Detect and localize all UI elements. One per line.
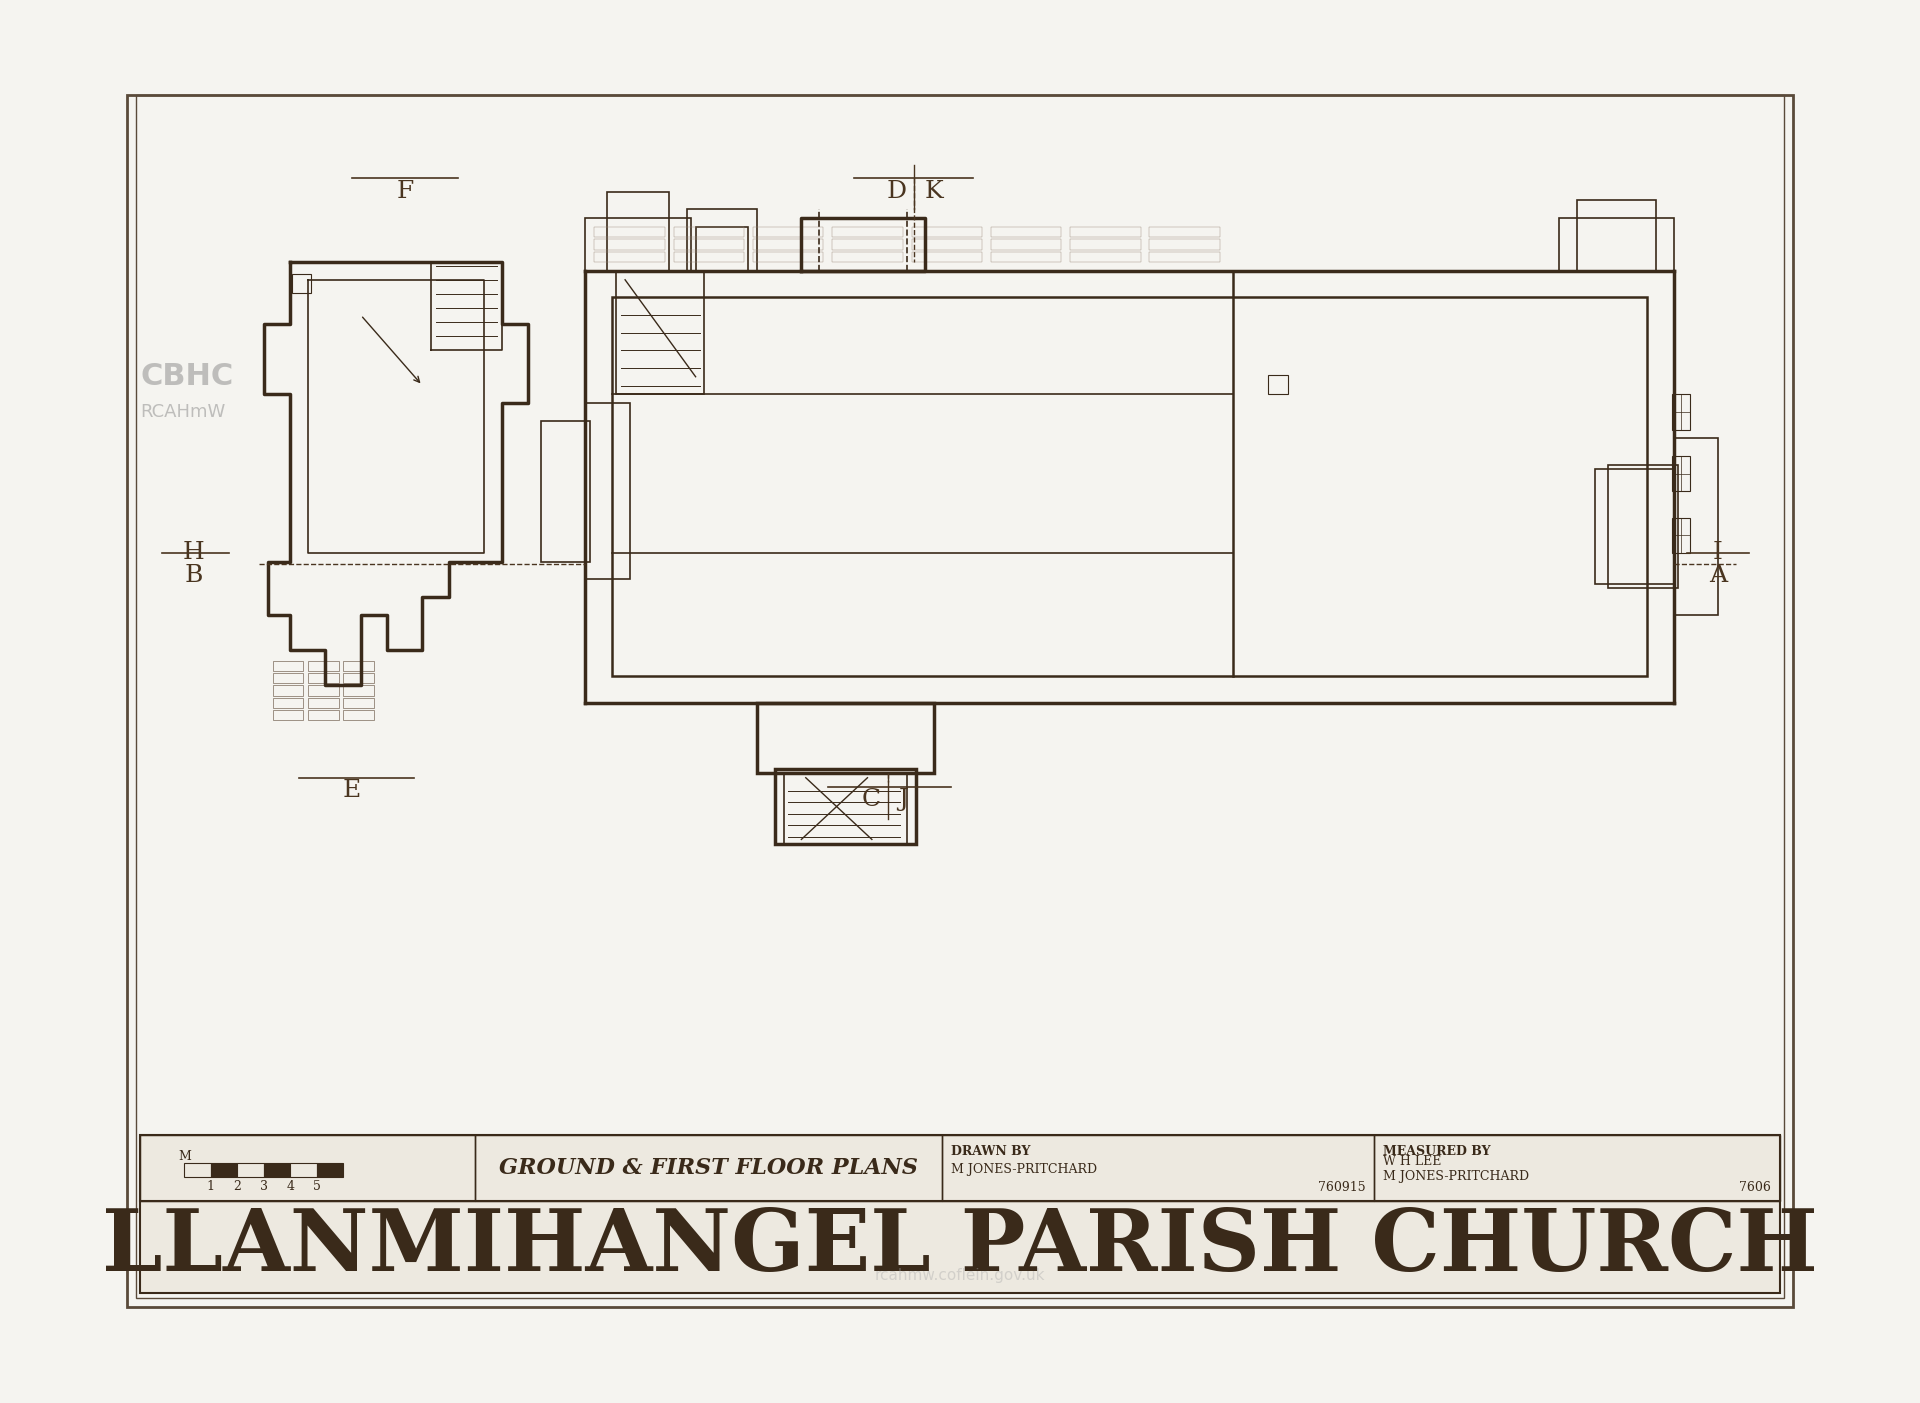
Bar: [943, 1135, 1375, 1201]
Bar: [1375, 1135, 1780, 1201]
Bar: [317, 1163, 344, 1177]
Bar: [607, 192, 670, 271]
Bar: [1559, 217, 1674, 271]
Bar: [753, 240, 824, 250]
Bar: [1269, 375, 1288, 394]
Bar: [273, 697, 303, 709]
Bar: [263, 1163, 290, 1177]
Bar: [273, 661, 303, 671]
Bar: [344, 710, 374, 721]
Bar: [991, 227, 1062, 237]
Bar: [753, 251, 824, 262]
Text: H: H: [182, 542, 204, 564]
Bar: [1069, 240, 1140, 250]
Bar: [541, 421, 589, 561]
Bar: [1069, 227, 1140, 237]
Bar: [674, 227, 745, 237]
Text: M JONES-PRITCHARD: M JONES-PRITCHARD: [950, 1163, 1098, 1176]
Bar: [912, 251, 981, 262]
Bar: [184, 1163, 211, 1177]
Bar: [344, 697, 374, 709]
Bar: [783, 773, 906, 843]
Text: 3: 3: [259, 1180, 267, 1194]
Bar: [753, 227, 824, 237]
Bar: [307, 710, 338, 721]
Bar: [211, 1163, 238, 1177]
Bar: [273, 685, 303, 696]
Bar: [687, 209, 756, 271]
Bar: [912, 240, 981, 250]
Bar: [586, 403, 630, 579]
Bar: [674, 251, 745, 262]
Bar: [307, 697, 338, 709]
Bar: [991, 240, 1062, 250]
Bar: [1576, 201, 1657, 271]
Text: 2: 2: [234, 1180, 242, 1194]
Bar: [776, 769, 916, 843]
Bar: [140, 1201, 1780, 1294]
Text: J: J: [899, 788, 908, 811]
Bar: [1594, 469, 1674, 584]
Bar: [586, 217, 691, 271]
Bar: [140, 1135, 1780, 1201]
Text: A: A: [1709, 564, 1726, 586]
Bar: [1672, 518, 1690, 553]
Text: E: E: [344, 780, 361, 803]
Bar: [595, 227, 664, 237]
Bar: [1150, 251, 1219, 262]
Text: W H LEE
M JONES-PRITCHARD: W H LEE M JONES-PRITCHARD: [1382, 1156, 1528, 1184]
Text: 4: 4: [286, 1180, 294, 1194]
Text: I: I: [1713, 542, 1722, 564]
Bar: [307, 673, 338, 683]
Bar: [674, 240, 745, 250]
Bar: [273, 710, 303, 721]
Bar: [831, 251, 902, 262]
Bar: [238, 1163, 263, 1177]
Bar: [476, 1135, 943, 1201]
Bar: [1672, 394, 1690, 429]
Text: GROUND & FIRST FLOOR PLANS: GROUND & FIRST FLOOR PLANS: [499, 1156, 918, 1179]
Text: 7606: 7606: [1740, 1181, 1770, 1194]
Text: DRAWN BY: DRAWN BY: [950, 1145, 1031, 1159]
Bar: [344, 685, 374, 696]
Text: LLANMIHANGEL PARISH CHURCH: LLANMIHANGEL PARISH CHURCH: [102, 1205, 1818, 1289]
Text: C: C: [862, 788, 881, 811]
Text: 1: 1: [207, 1180, 215, 1194]
Bar: [595, 251, 664, 262]
Bar: [344, 661, 374, 671]
Bar: [831, 227, 902, 237]
Text: rcahmw.coflein.gov.uk: rcahmw.coflein.gov.uk: [876, 1268, 1044, 1284]
Bar: [344, 673, 374, 683]
Bar: [1674, 438, 1718, 615]
Bar: [1069, 251, 1140, 262]
Bar: [307, 685, 338, 696]
Text: K: K: [925, 180, 943, 203]
Bar: [307, 661, 338, 671]
Text: MEASURED BY: MEASURED BY: [1382, 1145, 1490, 1159]
Text: F: F: [396, 180, 413, 203]
Bar: [595, 240, 664, 250]
Bar: [695, 227, 749, 271]
Text: D: D: [887, 180, 906, 203]
Text: CBHC: CBHC: [140, 362, 234, 391]
Bar: [991, 251, 1062, 262]
Bar: [292, 274, 311, 293]
Text: B: B: [184, 564, 202, 586]
Bar: [616, 271, 705, 394]
Bar: [273, 673, 303, 683]
Bar: [1607, 464, 1678, 588]
Text: 5: 5: [313, 1180, 321, 1194]
Bar: [612, 297, 1647, 676]
Text: RCAHmW: RCAHmW: [140, 403, 227, 421]
Bar: [290, 1163, 317, 1177]
Bar: [831, 240, 902, 250]
Text: 760915: 760915: [1317, 1181, 1365, 1194]
Bar: [140, 1135, 476, 1201]
Text: M: M: [179, 1150, 190, 1163]
Bar: [1150, 240, 1219, 250]
Bar: [912, 227, 981, 237]
Bar: [1672, 456, 1690, 491]
Bar: [1150, 227, 1219, 237]
Bar: [756, 703, 933, 773]
